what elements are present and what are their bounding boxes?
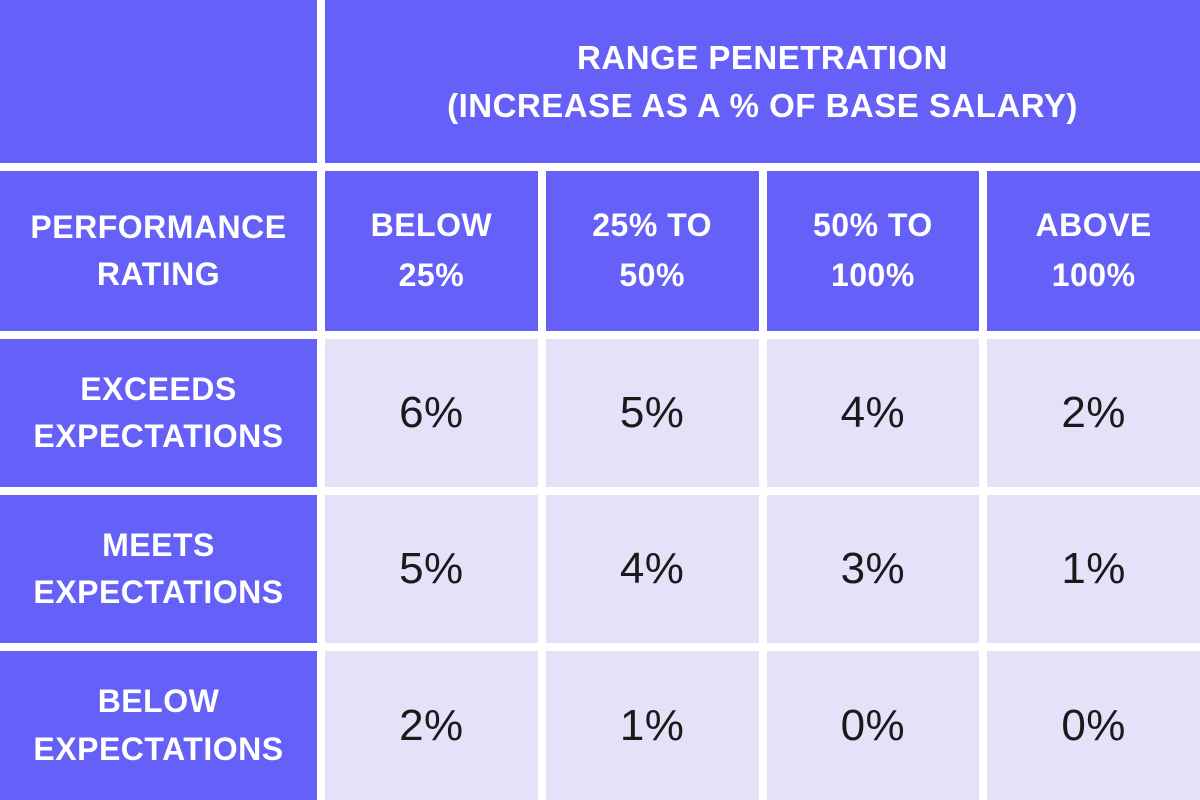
value-cell-exceeds-below-25: 6%: [325, 339, 538, 487]
value-cell-below-above-100: 0%: [987, 651, 1200, 800]
value-cell-meets-50-to-100: 3%: [766, 495, 980, 643]
column-header-below-25: BELOW 25%: [325, 171, 538, 331]
value-cell-meets-below-25: 5%: [325, 495, 538, 643]
value-cell-below-below-25: 2%: [325, 651, 538, 800]
row-label-exceeds-expectations: EXCEEDS EXPECTATIONS: [0, 339, 317, 487]
value-cell-exceeds-50-to-100: 4%: [766, 339, 980, 487]
value-cell-meets-25-to-50: 4%: [545, 495, 759, 643]
corner-cell: [0, 0, 317, 163]
column-header-25-to-50: 25% TO 50%: [545, 171, 759, 331]
row-label-meets-expectations: MEETS EXPECTATIONS: [0, 495, 317, 643]
performance-rating-header: PERFORMANCE RATING: [0, 171, 317, 331]
value-cell-exceeds-25-to-50: 5%: [545, 339, 759, 487]
range-penetration-header: RANGE PENETRATION (INCREASE AS A % OF BA…: [325, 0, 1200, 163]
value-cell-below-50-to-100: 0%: [766, 651, 980, 800]
value-cell-exceeds-above-100: 2%: [987, 339, 1200, 487]
value-cell-meets-above-100: 1%: [987, 495, 1200, 643]
row-label-below-expectations: BELOW EXPECTATIONS: [0, 651, 317, 800]
column-header-50-to-100: 50% TO 100%: [766, 171, 980, 331]
column-header-above-100: ABOVE 100%: [987, 171, 1200, 331]
value-cell-below-25-to-50: 1%: [545, 651, 759, 800]
